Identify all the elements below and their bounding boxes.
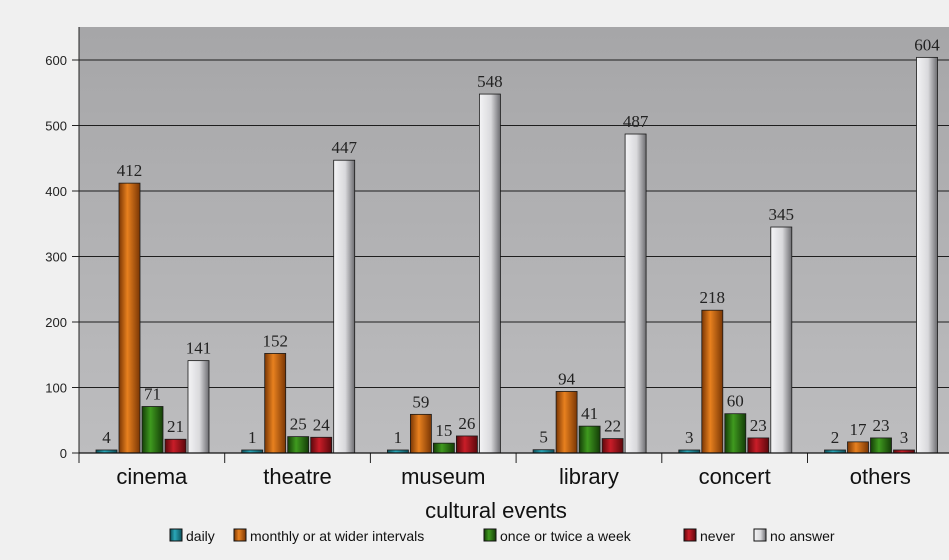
legend: daily monthly or at wider intervals once o…	[169, 528, 835, 544]
data-label-museum-never: 26	[458, 414, 475, 433]
bar-museum-weekly	[432, 442, 455, 454]
bar-theatre-never	[310, 436, 333, 454]
data-label-theatre-no-answer: 447	[331, 138, 357, 157]
data-label-museum-daily: 1	[394, 428, 403, 447]
legend-label-daily: daily	[186, 528, 215, 544]
legend-label-monthly: monthly or at wider intervals	[250, 528, 424, 544]
data-label-others-monthly: 17	[850, 420, 868, 439]
bar-theatre-monthly	[264, 353, 287, 454]
data-label-library-weekly: 41	[581, 404, 598, 423]
legend-label-never: never	[700, 528, 735, 544]
bar-others-weekly	[870, 437, 892, 454]
data-label-concert-weekly: 60	[727, 392, 744, 411]
bar-concert-monthly	[701, 309, 724, 454]
data-label-library-daily: 5	[539, 428, 548, 447]
y-axis: 0 100 200 300 400 500 600	[45, 27, 80, 461]
data-label-cinema-monthly: 412	[117, 161, 143, 180]
legend-swatch-no-answer	[753, 528, 767, 542]
bar-concert-no-answer	[770, 226, 793, 454]
bar-concert-weekly	[724, 413, 747, 454]
bars	[95, 56, 938, 454]
data-label-museum-weekly: 15	[435, 421, 452, 440]
bar-theatre-weekly	[287, 436, 310, 454]
data-label-library-monthly: 94	[558, 369, 576, 388]
y-tick-label: 200	[45, 315, 67, 330]
bar-cinema-monthly	[118, 182, 141, 454]
category-label-cinema: cinema	[116, 464, 188, 489]
data-label-library-never: 22	[604, 417, 621, 436]
data-labels: 4 412 71 21 141 1 152 25 24 447 1 59 15 26 548 5 94 41 22 4…	[102, 35, 940, 447]
bar-concert-never	[747, 437, 770, 454]
legend-label-no-answer: no answer	[770, 528, 835, 544]
data-label-theatre-monthly: 152	[262, 331, 288, 350]
data-label-museum-monthly: 59	[412, 392, 429, 411]
bar-others-monthly	[847, 441, 869, 454]
bar-museum-no-answer	[478, 93, 501, 454]
data-label-concert-never: 23	[750, 416, 767, 435]
legend-swatch-weekly	[483, 528, 497, 542]
plot-background	[79, 27, 949, 453]
category-label-theatre: theatre	[263, 464, 332, 489]
data-label-theatre-never: 24	[313, 415, 331, 434]
category-label-others: others	[850, 464, 911, 489]
x-axis-title: cultural events	[425, 498, 567, 523]
bar-library-never	[601, 438, 624, 454]
data-label-concert-daily: 3	[685, 428, 694, 447]
data-label-theatre-weekly: 25	[290, 415, 307, 434]
bar-cinema-never	[164, 438, 187, 454]
legend-swatch-never	[683, 528, 697, 542]
legend-swatch-daily	[169, 528, 183, 542]
bar-theatre-no-answer	[333, 159, 356, 454]
bar-museum-never	[455, 435, 478, 454]
category-label-concert: concert	[699, 464, 771, 489]
category-label-library: library	[559, 464, 619, 489]
bar-cinema-weekly	[141, 406, 164, 454]
bar-museum-monthly	[409, 413, 432, 454]
bar-library-monthly	[555, 391, 578, 454]
data-label-cinema-daily: 4	[102, 428, 111, 447]
data-label-others-no-answer: 604	[914, 35, 940, 54]
data-label-cinema-weekly: 71	[144, 384, 161, 403]
y-tick-label: 400	[45, 184, 67, 199]
data-label-others-never: 3	[900, 428, 909, 447]
data-label-library-no-answer: 487	[623, 112, 649, 131]
data-label-cinema-never: 21	[167, 417, 184, 436]
y-tick-label: 600	[45, 53, 67, 68]
category-label-museum: museum	[401, 464, 485, 489]
data-label-others-daily: 2	[831, 428, 840, 447]
bar-cinema-no-answer	[187, 360, 210, 454]
y-tick-label: 0	[60, 446, 67, 461]
data-label-museum-no-answer: 548	[477, 72, 503, 91]
y-tick-label: 100	[45, 381, 67, 396]
legend-swatch-monthly	[233, 528, 247, 542]
bar-others-no-answer	[916, 56, 938, 454]
y-tick-label: 300	[45, 250, 67, 265]
gridlines	[79, 59, 949, 454]
legend-label-weekly: once or twice a week	[500, 528, 632, 544]
data-label-concert-monthly: 218	[700, 288, 726, 307]
y-tick-label: 500	[45, 119, 67, 134]
bar-library-weekly	[578, 425, 601, 454]
data-label-concert-no-answer: 345	[769, 205, 795, 224]
data-label-theatre-daily: 1	[248, 428, 257, 447]
data-label-others-weekly: 23	[873, 416, 890, 435]
bar-library-no-answer	[624, 133, 647, 454]
data-label-cinema-no-answer: 141	[186, 339, 212, 358]
x-axis: cinema theatre museum library concert others	[78, 452, 949, 489]
